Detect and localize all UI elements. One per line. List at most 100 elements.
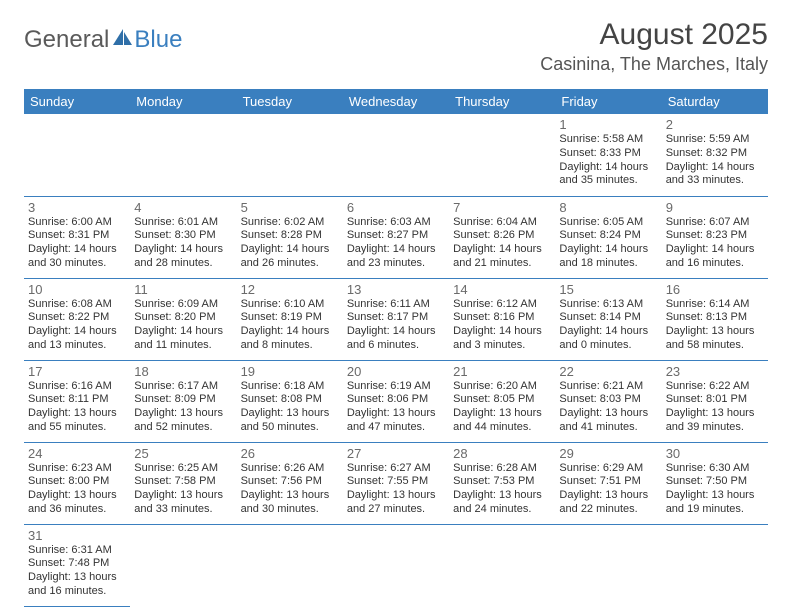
daylight-line: Daylight: 14 hours and 23 minutes. xyxy=(347,243,445,271)
sunset-line: Sunset: 8:24 PM xyxy=(559,229,657,243)
sail-icon xyxy=(111,26,133,54)
day-number: 19 xyxy=(241,364,339,379)
calendar-day-cell xyxy=(449,524,555,606)
sunset-line: Sunset: 7:58 PM xyxy=(134,475,232,489)
sunrise-line: Sunrise: 5:58 AM xyxy=(559,133,657,147)
day-number: 11 xyxy=(134,282,232,297)
day-number: 8 xyxy=(559,200,657,215)
daylight-line: Daylight: 13 hours and 55 minutes. xyxy=(28,407,126,435)
day-number: 3 xyxy=(28,200,126,215)
calendar-day-cell: 20Sunrise: 6:19 AMSunset: 8:06 PMDayligh… xyxy=(343,360,449,442)
calendar-day-cell: 9Sunrise: 6:07 AMSunset: 8:23 PMDaylight… xyxy=(662,196,768,278)
sunset-line: Sunset: 8:22 PM xyxy=(28,311,126,325)
sunrise-line: Sunrise: 6:11 AM xyxy=(347,298,445,312)
daylight-line: Daylight: 13 hours and 41 minutes. xyxy=(559,407,657,435)
day-number: 26 xyxy=(241,446,339,461)
sunrise-line: Sunrise: 6:07 AM xyxy=(666,216,764,230)
calendar-day-cell: 28Sunrise: 6:28 AMSunset: 7:53 PMDayligh… xyxy=(449,442,555,524)
calendar-day-cell xyxy=(343,114,449,196)
daylight-line: Daylight: 14 hours and 6 minutes. xyxy=(347,325,445,353)
sunrise-line: Sunrise: 6:19 AM xyxy=(347,380,445,394)
day-number: 25 xyxy=(134,446,232,461)
day-number: 13 xyxy=(347,282,445,297)
daylight-line: Daylight: 13 hours and 47 minutes. xyxy=(347,407,445,435)
day-number: 14 xyxy=(453,282,551,297)
weekday-header: Tuesday xyxy=(237,89,343,114)
weekday-header-row: Sunday Monday Tuesday Wednesday Thursday… xyxy=(24,89,768,114)
sunset-line: Sunset: 8:06 PM xyxy=(347,393,445,407)
day-number: 27 xyxy=(347,446,445,461)
sunrise-line: Sunrise: 6:00 AM xyxy=(28,216,126,230)
logo: General Blue xyxy=(24,26,182,54)
sunrise-line: Sunrise: 6:17 AM xyxy=(134,380,232,394)
calendar-day-cell: 14Sunrise: 6:12 AMSunset: 8:16 PMDayligh… xyxy=(449,278,555,360)
day-number: 23 xyxy=(666,364,764,379)
sunrise-line: Sunrise: 6:09 AM xyxy=(134,298,232,312)
day-number: 21 xyxy=(453,364,551,379)
weekday-header: Thursday xyxy=(449,89,555,114)
day-number: 30 xyxy=(666,446,764,461)
sunrise-line: Sunrise: 6:18 AM xyxy=(241,380,339,394)
sunset-line: Sunset: 8:19 PM xyxy=(241,311,339,325)
sunrise-line: Sunrise: 6:26 AM xyxy=(241,462,339,476)
calendar-day-cell: 17Sunrise: 6:16 AMSunset: 8:11 PMDayligh… xyxy=(24,360,130,442)
calendar-day-cell: 2Sunrise: 5:59 AMSunset: 8:32 PMDaylight… xyxy=(662,114,768,196)
calendar-day-cell: 6Sunrise: 6:03 AMSunset: 8:27 PMDaylight… xyxy=(343,196,449,278)
sunset-line: Sunset: 8:01 PM xyxy=(666,393,764,407)
daylight-line: Daylight: 14 hours and 33 minutes. xyxy=(666,161,764,189)
sunrise-line: Sunrise: 6:10 AM xyxy=(241,298,339,312)
sunset-line: Sunset: 7:48 PM xyxy=(28,557,126,571)
daylight-line: Daylight: 14 hours and 18 minutes. xyxy=(559,243,657,271)
daylight-line: Daylight: 14 hours and 16 minutes. xyxy=(666,243,764,271)
calendar-day-cell: 24Sunrise: 6:23 AMSunset: 8:00 PMDayligh… xyxy=(24,442,130,524)
weekday-header: Sunday xyxy=(24,89,130,114)
day-number: 16 xyxy=(666,282,764,297)
calendar-week-row: 3Sunrise: 6:00 AMSunset: 8:31 PMDaylight… xyxy=(24,196,768,278)
calendar-day-cell: 15Sunrise: 6:13 AMSunset: 8:14 PMDayligh… xyxy=(555,278,661,360)
weekday-header: Saturday xyxy=(662,89,768,114)
calendar-day-cell xyxy=(343,524,449,606)
sunset-line: Sunset: 8:23 PM xyxy=(666,229,764,243)
sunset-line: Sunset: 7:51 PM xyxy=(559,475,657,489)
sunset-line: Sunset: 8:33 PM xyxy=(559,147,657,161)
sunrise-line: Sunrise: 6:12 AM xyxy=(453,298,551,312)
calendar-day-cell: 30Sunrise: 6:30 AMSunset: 7:50 PMDayligh… xyxy=(662,442,768,524)
calendar-day-cell xyxy=(24,114,130,196)
sunset-line: Sunset: 8:03 PM xyxy=(559,393,657,407)
day-number: 28 xyxy=(453,446,551,461)
daylight-line: Daylight: 13 hours and 36 minutes. xyxy=(28,489,126,517)
daylight-line: Daylight: 13 hours and 44 minutes. xyxy=(453,407,551,435)
calendar-day-cell xyxy=(130,524,236,606)
day-number: 2 xyxy=(666,117,764,132)
calendar-day-cell: 26Sunrise: 6:26 AMSunset: 7:56 PMDayligh… xyxy=(237,442,343,524)
daylight-line: Daylight: 13 hours and 58 minutes. xyxy=(666,325,764,353)
sunset-line: Sunset: 8:11 PM xyxy=(28,393,126,407)
daylight-line: Daylight: 13 hours and 30 minutes. xyxy=(241,489,339,517)
sunrise-line: Sunrise: 6:25 AM xyxy=(134,462,232,476)
sunset-line: Sunset: 8:08 PM xyxy=(241,393,339,407)
sunrise-line: Sunrise: 6:13 AM xyxy=(559,298,657,312)
calendar-day-cell: 29Sunrise: 6:29 AMSunset: 7:51 PMDayligh… xyxy=(555,442,661,524)
calendar-day-cell: 4Sunrise: 6:01 AMSunset: 8:30 PMDaylight… xyxy=(130,196,236,278)
sunset-line: Sunset: 7:53 PM xyxy=(453,475,551,489)
day-number: 10 xyxy=(28,282,126,297)
sunrise-line: Sunrise: 6:31 AM xyxy=(28,544,126,558)
sunset-line: Sunset: 7:50 PM xyxy=(666,475,764,489)
calendar-day-cell: 25Sunrise: 6:25 AMSunset: 7:58 PMDayligh… xyxy=(130,442,236,524)
calendar-day-cell xyxy=(662,524,768,606)
title-block: August 2025 Casinina, The Marches, Italy xyxy=(540,18,768,75)
daylight-line: Daylight: 14 hours and 21 minutes. xyxy=(453,243,551,271)
day-number: 18 xyxy=(134,364,232,379)
weekday-header: Friday xyxy=(555,89,661,114)
calendar-day-cell: 12Sunrise: 6:10 AMSunset: 8:19 PMDayligh… xyxy=(237,278,343,360)
daylight-line: Daylight: 14 hours and 28 minutes. xyxy=(134,243,232,271)
calendar-day-cell: 10Sunrise: 6:08 AMSunset: 8:22 PMDayligh… xyxy=(24,278,130,360)
sunrise-line: Sunrise: 6:29 AM xyxy=(559,462,657,476)
calendar-day-cell: 31Sunrise: 6:31 AMSunset: 7:48 PMDayligh… xyxy=(24,524,130,606)
day-number: 5 xyxy=(241,200,339,215)
sunrise-line: Sunrise: 6:22 AM xyxy=(666,380,764,394)
calendar-day-cell: 8Sunrise: 6:05 AMSunset: 8:24 PMDaylight… xyxy=(555,196,661,278)
sunrise-line: Sunrise: 5:59 AM xyxy=(666,133,764,147)
daylight-line: Daylight: 13 hours and 24 minutes. xyxy=(453,489,551,517)
location-subtitle: Casinina, The Marches, Italy xyxy=(540,54,768,75)
